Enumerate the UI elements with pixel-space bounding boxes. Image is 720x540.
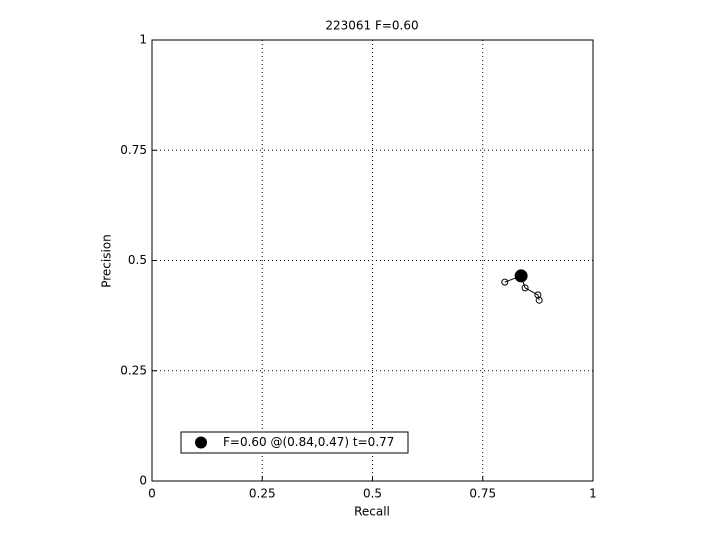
point-marker (535, 296, 543, 304)
point-marker (521, 284, 529, 292)
point-marker (501, 278, 509, 286)
x-tick-label: 0.25 (249, 487, 276, 501)
x-tick-label: 0.5 (363, 487, 382, 501)
legend-box (180, 431, 409, 454)
x-axis-label: Recall (354, 505, 390, 519)
legend-swatch (195, 436, 207, 449)
x-tick-label: 0.75 (469, 487, 496, 501)
legend-label: F=0.60 @(0.84,0.47) t=0.77 (223, 435, 394, 449)
y-tick-label: 0 (139, 474, 147, 488)
y-axis-label: Precision (100, 234, 114, 288)
best-point (514, 269, 528, 283)
y-tick-label: 0.25 (120, 363, 147, 377)
chart-title: 223061 F=0.60 (325, 19, 418, 33)
y-tick-label: 1 (139, 33, 147, 47)
x-tick-label: 0 (148, 487, 156, 501)
y-tick-label: 0.5 (128, 253, 147, 267)
plot-frame (151, 39, 594, 482)
x-tick-label: 1 (589, 487, 597, 501)
y-tick-label: 0.75 (120, 143, 147, 157)
